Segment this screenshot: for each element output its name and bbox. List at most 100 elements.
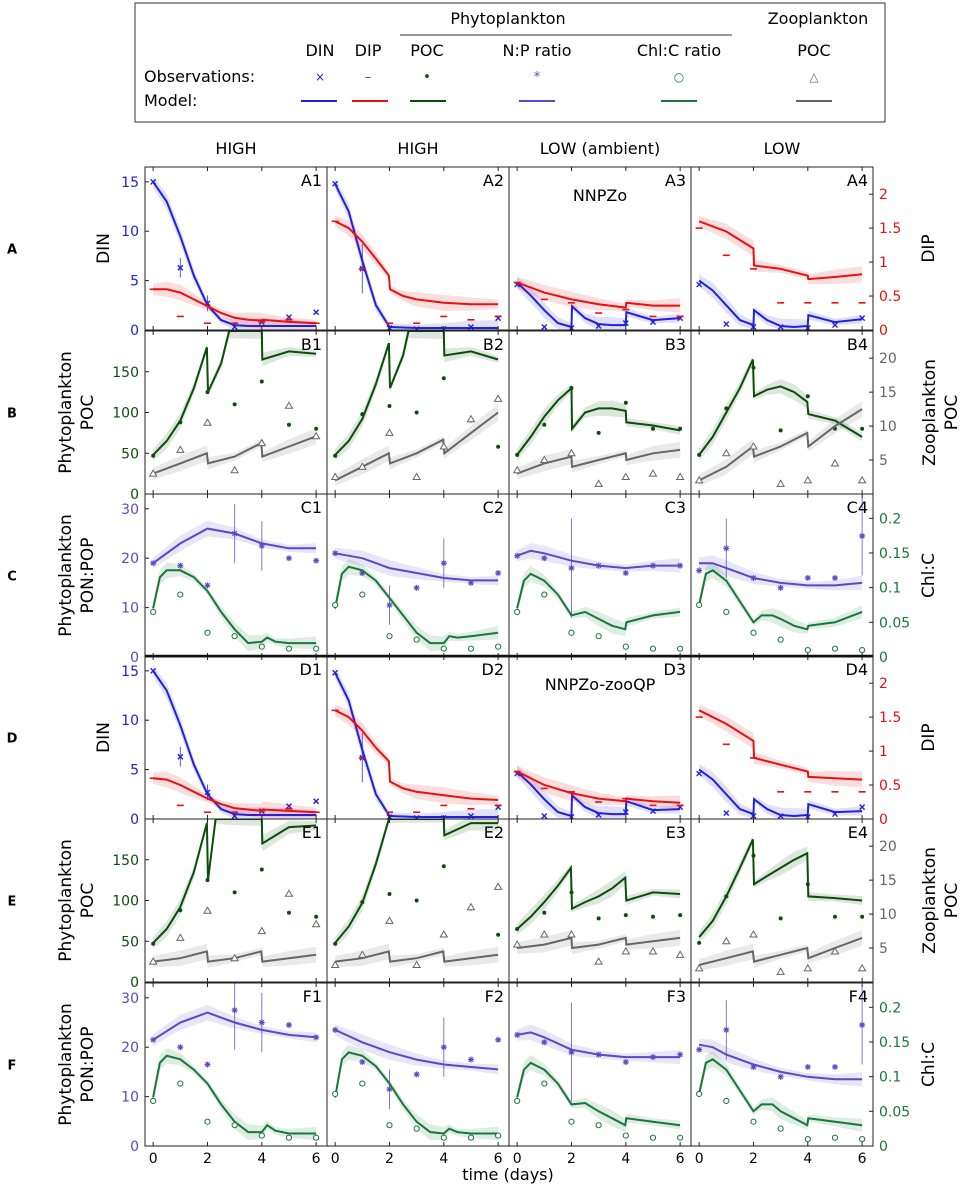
x-tick-label: 4: [257, 1151, 266, 1167]
phyto-poc-obs-point: [205, 878, 210, 883]
np-ratio-obs-point: [595, 1051, 602, 1058]
row-letter-a: A: [7, 243, 17, 258]
legend-row-model: Model:: [144, 91, 197, 110]
chlc-obs-point: [413, 1125, 420, 1132]
zoo-poc-obs-point: [721, 936, 731, 945]
y-left-label-line: Phytoplankton: [56, 514, 76, 637]
panel-frame: [144, 655, 328, 820]
chlc-obs-point: [177, 591, 184, 598]
y-left-tick-label: 0: [130, 812, 139, 828]
zoo-poc-obs-point: [803, 475, 813, 484]
zoo-poc-obs-point: [412, 960, 422, 969]
np-ratio-obs-point: [258, 1019, 265, 1026]
y-left-tick-label: 150: [112, 853, 139, 869]
y-left-tick-label: 10: [121, 601, 139, 617]
phyto-poc-obs-point: [496, 932, 501, 937]
np-ratio-obs-point: [859, 1021, 866, 1028]
chlc-obs-point: [258, 1132, 265, 1139]
chlc-obs-point: [777, 1125, 784, 1132]
x-tick-label: 4: [621, 1151, 630, 1167]
y-left-label-line: Phytoplankton: [56, 351, 76, 474]
panel-label: E2: [484, 823, 504, 842]
x-axis-label: time (days): [462, 1165, 553, 1184]
panel-plot-area: [149, 176, 320, 330]
np-ratio-obs-point: [332, 1026, 339, 1033]
phyto-poc-obs-point: [860, 426, 865, 431]
phyto-poc-obs-point: [151, 453, 156, 458]
din-obs-point: [777, 324, 784, 330]
zoo-poc-obs-point: [694, 475, 704, 484]
legend-col-chlc-ratio: Chl:C ratio: [637, 41, 721, 60]
din-obs-point: [649, 808, 656, 815]
dip-model-band: [335, 215, 499, 311]
y-left-label-e: Phytoplankton POC: [56, 839, 98, 962]
np-ratio-model-line: [334, 1028, 499, 1071]
x-tick-label: 6: [312, 1151, 321, 1167]
phyto-poc-obs-point: [515, 927, 520, 932]
chlc-obs-point: [595, 633, 602, 640]
zoo-poc-obs-point: [330, 960, 340, 969]
chlc-model-band: [699, 562, 863, 634]
x-tick-label: 2: [567, 1151, 576, 1167]
phyto-poc-obs-point: [623, 913, 628, 918]
np-ratio-obs-point: [440, 560, 447, 567]
zoo-poc-model-line: [334, 411, 499, 482]
chlc-obs-point: [804, 646, 811, 654]
zoo-poc-obs-point: [621, 946, 631, 955]
y-right-tick-label: 20: [879, 351, 897, 367]
chlc-model-line: [516, 572, 681, 631]
din-obs-point: [859, 804, 866, 811]
y-left-label-line: PON:POP: [78, 538, 98, 614]
x-tick-label: 0: [331, 1151, 340, 1167]
zoo-poc-obs-point: [749, 441, 758, 450]
phyto-poc-obs-point: [805, 394, 810, 399]
y-left-tick-label: 100: [112, 406, 139, 422]
panel-a2: A2: [326, 166, 510, 331]
chlc-obs-point: [568, 1118, 575, 1125]
chlc-obs-point: [440, 1134, 447, 1141]
np-ratio-obs-point: [777, 584, 784, 591]
legend-obs-poc-marker: •: [423, 70, 431, 85]
panel-label: A4: [847, 171, 868, 190]
panel-b1: B1 0 50 100 150: [112, 330, 328, 503]
zoo-poc-model-line: [698, 936, 863, 966]
panel-plot-area: [694, 835, 867, 975]
zoo-poc-obs-point: [439, 929, 449, 938]
legend-col-din: DIN: [305, 41, 334, 60]
np-ratio-obs-point: [413, 1071, 420, 1078]
np-ratio-obs-point: [495, 1036, 502, 1043]
np-ratio-obs-point: [750, 574, 757, 581]
np-ratio-model-band: [517, 1024, 681, 1065]
y-right-tick-label: 20: [879, 839, 897, 855]
y-right-tick-label: 0.05: [879, 615, 910, 631]
panel-plot-area: [696, 496, 866, 654]
y-left-tick-label: 50: [121, 446, 139, 462]
zoo-poc-obs-point: [694, 963, 704, 972]
panel-a4: A4 0 0.5 1 1.5 2: [690, 166, 901, 339]
zoo-poc-obs-point: [357, 462, 367, 470]
chlc-obs-point: [831, 1134, 839, 1141]
din-obs-point: [723, 321, 730, 328]
np-ratio-obs-point: [313, 1034, 320, 1041]
zoo-poc-obs-point: [330, 472, 340, 481]
panel-label: E3: [666, 823, 686, 842]
y-left-label-f: Phytoplankton PON:POP: [56, 1003, 98, 1126]
np-ratio-model-band: [153, 520, 317, 569]
np-ratio-obs-point: [696, 1046, 703, 1053]
zoo-poc-obs-point: [203, 906, 212, 914]
din-obs-point: [467, 324, 474, 330]
y-right-tick-label: 0: [879, 650, 888, 666]
dip-model-line: [698, 220, 863, 281]
zoo-poc-obs-point: [385, 916, 394, 924]
zoo-poc-obs-point: [311, 919, 321, 928]
panel-label: F1: [303, 987, 322, 1006]
phyto-poc-obs-point: [697, 452, 702, 457]
phyto-poc-model-band: [335, 331, 499, 461]
chlc-obs-point: [413, 636, 420, 643]
din-model-band: [699, 763, 863, 819]
row-letter-b: B: [7, 407, 17, 422]
phyto-poc-obs-point: [724, 406, 729, 411]
x-tick-label: 0: [149, 1151, 158, 1167]
chlc-obs-point: [859, 1135, 866, 1143]
column-title-3: LOW (ambient): [540, 139, 661, 158]
